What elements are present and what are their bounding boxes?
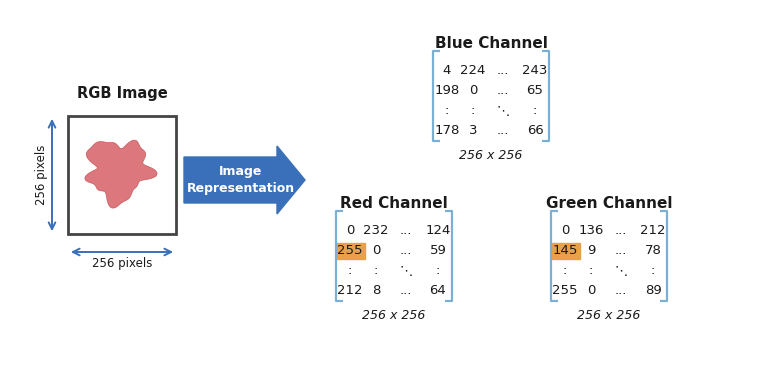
Text: ⋱: ⋱: [497, 105, 510, 117]
Text: 232: 232: [363, 225, 389, 238]
Text: 89: 89: [645, 284, 662, 298]
Text: :: :: [471, 105, 475, 117]
Text: 124: 124: [425, 225, 451, 238]
Text: 64: 64: [430, 284, 446, 298]
Text: ...: ...: [497, 64, 509, 78]
Text: 4: 4: [443, 64, 451, 78]
Text: :: :: [436, 264, 440, 278]
Text: 66: 66: [526, 124, 543, 138]
Text: 256 pixels: 256 pixels: [92, 257, 152, 270]
Text: 256 pixels: 256 pixels: [35, 145, 48, 205]
Text: ...: ...: [400, 225, 412, 238]
Text: 178: 178: [434, 124, 459, 138]
Text: RGB Image: RGB Image: [76, 86, 167, 101]
Text: ...: ...: [400, 284, 412, 298]
Text: 0: 0: [468, 85, 477, 98]
Text: ...: ...: [615, 245, 627, 257]
Text: 243: 243: [523, 64, 548, 78]
Text: 212: 212: [640, 225, 666, 238]
Text: 255: 255: [337, 245, 362, 257]
Text: Red Channel: Red Channel: [340, 195, 448, 211]
Text: :: :: [563, 264, 567, 278]
Text: ...: ...: [497, 124, 509, 138]
Text: 212: 212: [337, 284, 362, 298]
Text: 3: 3: [468, 124, 477, 138]
Text: 59: 59: [430, 245, 446, 257]
Bar: [68, 116, 176, 234]
Text: Blue Channel: Blue Channel: [435, 35, 547, 50]
Text: 0: 0: [346, 225, 354, 238]
Bar: [337, 243, 365, 259]
FancyArrow shape: [184, 146, 305, 214]
Text: 65: 65: [526, 85, 543, 98]
Text: :: :: [374, 264, 378, 278]
Text: ...: ...: [615, 225, 627, 238]
Text: 78: 78: [645, 245, 662, 257]
Text: ...: ...: [615, 284, 627, 298]
Text: :: :: [589, 264, 593, 278]
Text: 224: 224: [460, 64, 486, 78]
Text: Image
Representation: Image Representation: [186, 165, 295, 195]
Bar: [552, 243, 580, 259]
Text: 9: 9: [587, 245, 595, 257]
Text: ⋱: ⋱: [614, 264, 628, 278]
Text: :: :: [533, 105, 537, 117]
Text: 256 x 256: 256 x 256: [459, 149, 523, 162]
Polygon shape: [85, 140, 157, 208]
Text: Green Channel: Green Channel: [546, 195, 672, 211]
Text: 0: 0: [561, 225, 569, 238]
Text: :: :: [651, 264, 655, 278]
Text: ⋱: ⋱: [399, 264, 413, 278]
Text: ...: ...: [497, 85, 509, 98]
Text: 256 x 256: 256 x 256: [578, 309, 641, 322]
Text: 198: 198: [434, 85, 459, 98]
Text: 255: 255: [552, 284, 578, 298]
Text: 0: 0: [587, 284, 595, 298]
Text: :: :: [348, 264, 353, 278]
Text: :: :: [445, 105, 449, 117]
Text: 136: 136: [578, 225, 604, 238]
Text: 145: 145: [552, 245, 578, 257]
Text: 256 x 256: 256 x 256: [362, 309, 426, 322]
Text: 8: 8: [372, 284, 380, 298]
Text: 0: 0: [372, 245, 380, 257]
Text: ...: ...: [400, 245, 412, 257]
